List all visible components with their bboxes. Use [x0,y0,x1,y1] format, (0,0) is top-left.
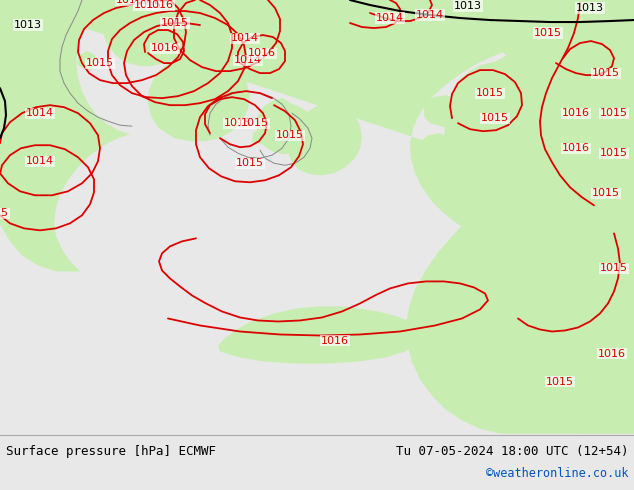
Text: 1015: 1015 [116,0,144,5]
Polygon shape [275,103,292,121]
Text: 1015: 1015 [161,18,189,28]
Text: 1015: 1015 [86,58,114,68]
Polygon shape [77,51,96,71]
Text: 1016: 1016 [151,43,179,53]
Polygon shape [443,163,475,189]
Polygon shape [100,0,208,66]
Text: 1014: 1014 [416,10,444,20]
Polygon shape [0,0,634,245]
Text: 1016: 1016 [146,0,174,10]
Text: 1015: 1015 [600,148,628,158]
Text: 1016: 1016 [321,336,349,345]
Polygon shape [406,0,634,434]
Polygon shape [10,183,36,207]
Polygon shape [288,95,362,175]
Text: 1014: 1014 [231,33,259,43]
Text: 1016: 1016 [248,48,276,58]
Text: Tu 07-05-2024 18:00 UTC (12+54): Tu 07-05-2024 18:00 UTC (12+54) [396,444,628,458]
Polygon shape [256,98,318,154]
Polygon shape [148,54,250,141]
Text: Surface pressure [hPa] ECMWF: Surface pressure [hPa] ECMWF [6,444,216,458]
Text: 1015: 1015 [546,377,574,387]
Text: 1014: 1014 [26,156,54,166]
Text: 1015: 1015 [134,0,162,10]
Polygon shape [218,306,422,364]
Text: ©weatheronline.co.uk: ©weatheronline.co.uk [486,467,628,480]
Polygon shape [367,81,386,101]
Text: 1015: 1015 [0,208,9,219]
Polygon shape [150,0,347,66]
Text: 1015: 1015 [592,188,620,198]
Text: 1015: 1015 [476,88,504,98]
Text: 1014: 1014 [234,55,262,65]
Text: 1013: 1013 [14,20,42,30]
Text: 1014: 1014 [26,108,54,118]
Polygon shape [0,63,22,101]
Text: 1015: 1015 [600,264,628,273]
Text: 1015: 1015 [600,108,628,118]
Polygon shape [420,133,454,161]
Text: 1015: 1015 [224,118,252,128]
Text: 1015: 1015 [276,130,304,140]
Polygon shape [0,0,130,271]
Text: 1013: 1013 [454,1,482,11]
Polygon shape [424,95,462,127]
Text: 1016: 1016 [598,348,626,359]
Text: 1015: 1015 [592,68,620,78]
Polygon shape [450,0,634,434]
Polygon shape [334,53,360,77]
Text: 1015: 1015 [481,113,509,123]
Text: 1015: 1015 [236,158,264,168]
Polygon shape [390,106,409,126]
Text: 1016: 1016 [562,143,590,153]
Polygon shape [252,128,270,145]
Text: 1016: 1016 [562,108,590,118]
Text: 1015: 1015 [241,118,269,128]
Text: 1015: 1015 [534,28,562,38]
Polygon shape [0,123,14,153]
Polygon shape [488,227,520,258]
Text: 1014: 1014 [376,13,404,23]
Polygon shape [300,113,319,131]
Text: 1013: 1013 [576,3,604,13]
